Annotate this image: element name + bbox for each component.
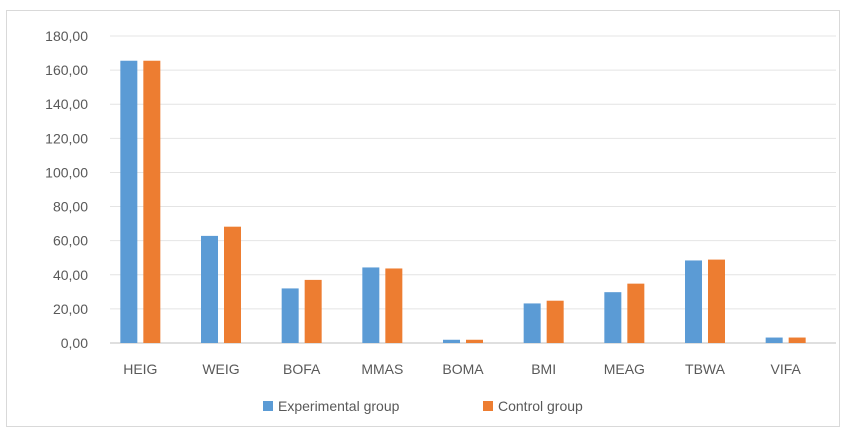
y-tick-label: 140,00	[45, 96, 88, 112]
x-tick-label: BOFA	[283, 361, 321, 377]
bar-control-boma	[466, 339, 483, 343]
bar-experimental-vifa	[765, 337, 783, 343]
y-tick-label: 40,00	[53, 267, 88, 283]
y-tick-label: 160,00	[45, 62, 88, 78]
y-tick-label: 20,00	[53, 301, 88, 317]
x-tick-label: HEIG	[123, 361, 157, 377]
y-tick-label: 100,00	[45, 164, 88, 180]
x-tick-label: BOMA	[442, 361, 484, 377]
bar-control-tbwa	[708, 259, 725, 343]
legend-label: Control group	[498, 398, 583, 414]
x-tick-label: MMAS	[361, 361, 403, 377]
bar-experimental-mmas	[362, 267, 380, 343]
bar-experimental-tbwa	[685, 260, 702, 343]
bar-experimental-bofa	[281, 288, 299, 343]
x-tick-label: BMI	[531, 361, 556, 377]
y-tick-label: 80,00	[53, 199, 88, 215]
bar-control-mmas	[385, 268, 403, 343]
bar-experimental-meag	[604, 292, 622, 343]
bar-experimental-heig	[120, 60, 138, 343]
legend-swatch	[263, 401, 273, 411]
bar-control-bofa	[304, 279, 322, 343]
x-tick-label: WEIG	[202, 361, 239, 377]
bar-control-bmi	[546, 300, 564, 343]
bar-experimental-boma	[443, 339, 460, 343]
legend-label: Experimental group	[278, 398, 400, 414]
y-tick-label: 180,00	[45, 28, 88, 44]
bar-control-heig	[143, 60, 161, 343]
bar-experimental-bmi	[523, 303, 541, 343]
y-tick-label: 60,00	[53, 233, 88, 249]
bar-control-meag	[627, 283, 645, 343]
bar-control-vifa	[788, 337, 806, 343]
legend-swatch	[483, 401, 493, 411]
y-tick-label: 120,00	[45, 130, 88, 146]
x-tick-label: VIFA	[770, 361, 801, 377]
bar-experimental-weig	[201, 235, 218, 343]
y-tick-label: 0,00	[61, 335, 88, 351]
bar-control-weig	[224, 226, 241, 343]
x-tick-label: TBWA	[685, 361, 726, 377]
x-tick-label: MEAG	[604, 361, 645, 377]
